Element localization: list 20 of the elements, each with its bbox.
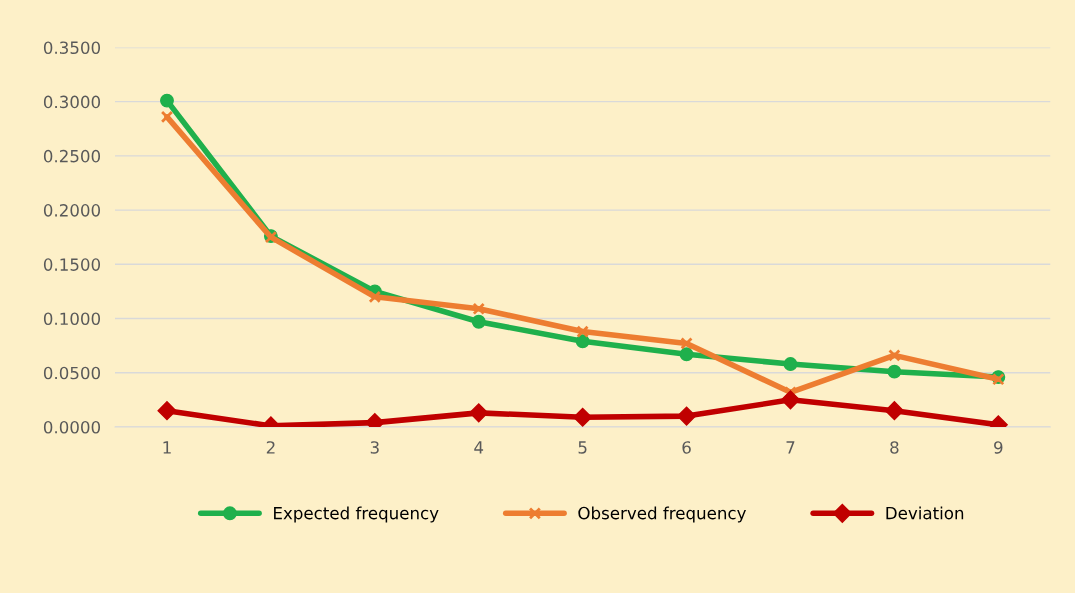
y-tick-label: 0.0000	[43, 420, 101, 434]
x-tick-label: 3	[370, 441, 379, 454]
legend-label: Expected frequency	[274, 506, 439, 523]
x-tick-label: 2	[266, 441, 275, 454]
y-tick-label: 0.2000	[43, 204, 101, 217]
x-tick-label: 4	[474, 441, 484, 454]
legend-label: Observed frequency	[578, 506, 746, 523]
x-tick-label: 8	[890, 441, 899, 454]
x-tick-label: 6	[682, 441, 691, 454]
y-tick-label: 0.0500	[43, 366, 101, 380]
x-tick-label: 5	[578, 441, 587, 454]
y-tick-label: 0.1500	[43, 258, 101, 271]
x-tick-label: 7	[786, 441, 795, 454]
y-tick-label: 0.2500	[43, 149, 101, 163]
x-tick-label: 1	[163, 441, 171, 454]
y-tick-label: 0.1000	[43, 312, 101, 326]
y-tick-label: 0.3000	[43, 95, 101, 109]
y-tick-label: 0.3500	[43, 41, 101, 55]
legend-label: Deviation	[886, 506, 964, 520]
x-tick-label: 9	[994, 441, 1003, 454]
